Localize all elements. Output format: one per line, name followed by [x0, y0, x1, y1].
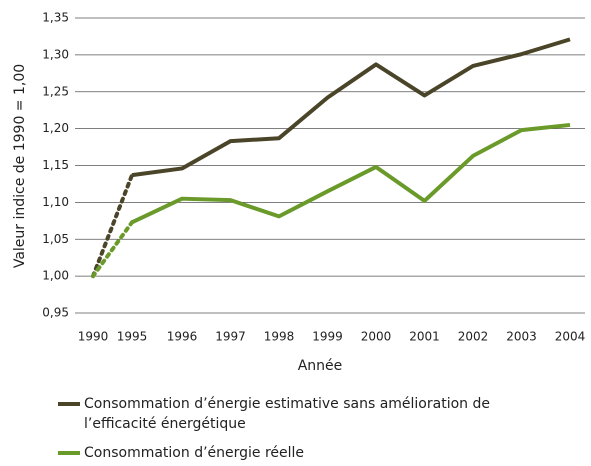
x-tick-label: 2002	[458, 330, 489, 344]
y-tick-label: 1,05	[42, 232, 69, 246]
line-dotted	[91, 220, 134, 279]
y-tick-label: 1,25	[42, 84, 69, 98]
legend-swatch	[58, 402, 80, 406]
x-axis-label: Année	[298, 358, 343, 374]
x-tick-label: 2001	[409, 330, 440, 344]
legend-label: Consommation d’énergie estimative sans a…	[84, 396, 490, 432]
x-tick-label: 1996	[167, 330, 198, 344]
y-tick-label: 1,00	[42, 269, 69, 283]
x-tick-label: 2004	[555, 330, 586, 344]
x-tick-label: 1995	[117, 330, 148, 344]
line-dotted	[91, 173, 134, 279]
y-tick-label: 1,20	[42, 121, 69, 135]
y-axis-label: Valeur indice de 1990 = 1,00	[12, 64, 28, 268]
legend-item: Consommation d’énergie réelle	[58, 443, 304, 463]
x-tick-label: 1990	[78, 330, 109, 344]
line	[131, 37, 571, 178]
y-tick-label: 1,35	[42, 11, 69, 25]
legend-item: Consommation d’énergie estimative sans a…	[58, 394, 514, 434]
chart: Année Valeur indice de 1990 = 1,00 0,95 1…	[12, 11, 586, 375]
line	[131, 122, 571, 225]
x-tick-label: 2000	[361, 330, 392, 344]
legend-label: Consommation d’énergie réelle	[84, 445, 305, 461]
x-tick-label: 1998	[264, 330, 295, 344]
y-tick-label: 1,30	[42, 47, 69, 61]
x-tick-label: 1997	[215, 330, 246, 344]
x-tick-label: 1999	[312, 330, 343, 344]
y-tick-label: 0,95	[42, 306, 69, 320]
y-tick-label: 1,15	[42, 158, 69, 172]
legend-swatch	[58, 451, 80, 455]
y-tick-label: 1,10	[42, 195, 69, 209]
x-tick-label: 2003	[506, 330, 537, 344]
